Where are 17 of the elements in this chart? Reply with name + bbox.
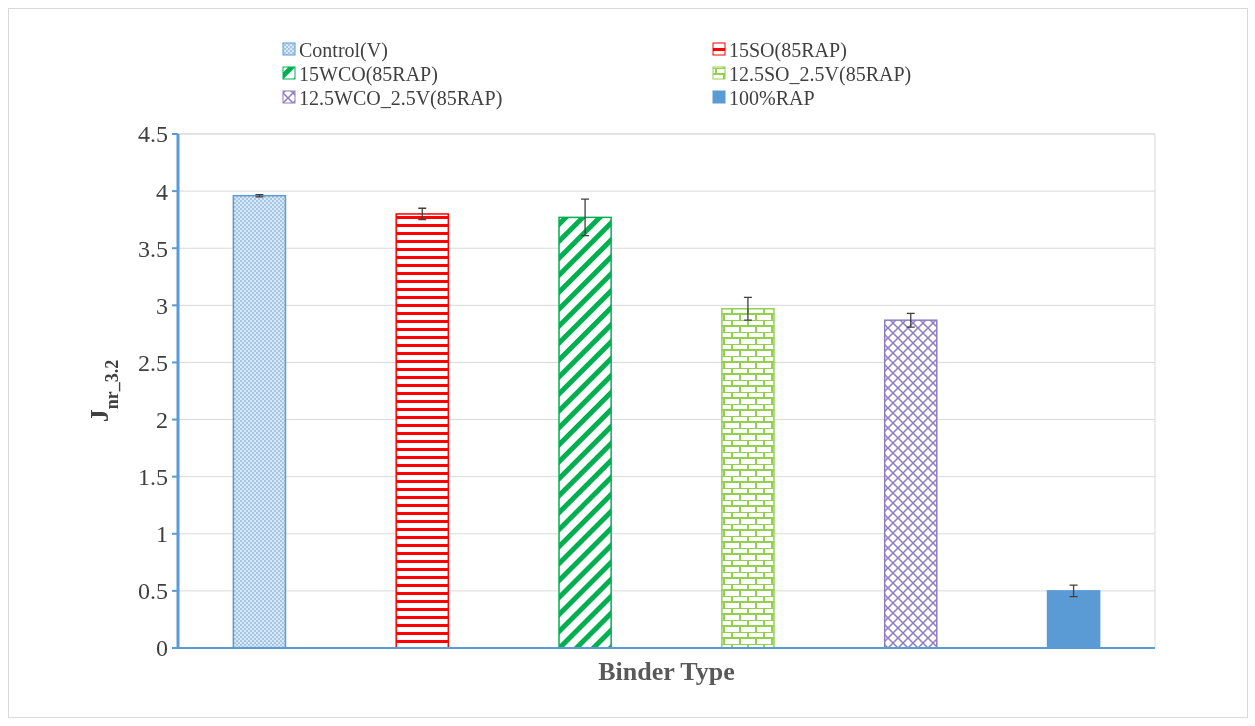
- y-tick-label: 4.5: [138, 121, 168, 148]
- y-tick-label: 0.5: [138, 578, 168, 605]
- legend-label: 15WCO(85RAP): [299, 63, 438, 86]
- y-tick-label: 1: [156, 521, 168, 548]
- x-axis-title: Binder Type: [598, 657, 735, 686]
- legend-label: 15SO(85RAP): [729, 39, 847, 62]
- y-tick-label: 3: [156, 292, 168, 319]
- legend-label: 12.5SO_2.5V(85RAP): [729, 63, 912, 86]
- y-tick-label: 0: [156, 635, 168, 662]
- y-tick-label: 2: [156, 406, 168, 433]
- y-tick-label: 2.5: [138, 349, 168, 376]
- legend-label: 12.5WCO_2.5V(85RAP): [299, 87, 503, 110]
- y-tick-label: 1.5: [138, 464, 168, 491]
- legend-label: 100%RAP: [729, 87, 815, 109]
- y-tick-label: 3.5: [138, 235, 168, 262]
- legend-label: Control(V): [299, 39, 388, 62]
- y-tick-label: 4: [156, 178, 168, 205]
